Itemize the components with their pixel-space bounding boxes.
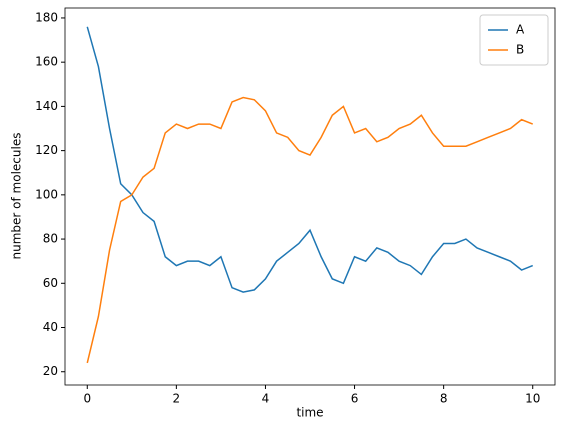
y-tick-label: 160 (35, 55, 58, 69)
plot-frame (64, 7, 556, 386)
x-axis-label: time (296, 406, 323, 420)
x-tick-label: 0 (83, 392, 91, 406)
legend-box (479, 14, 549, 66)
series-line (86, 96, 534, 364)
y-axis-label: number of molecules (10, 133, 24, 260)
series-line (86, 26, 534, 293)
y-tick-label: 40 (43, 320, 58, 334)
y-tick-label: 140 (35, 99, 58, 113)
y-tick-label: 100 (35, 187, 58, 201)
y-tick-label: 60 (43, 276, 58, 290)
y-tick-label: 180 (35, 10, 58, 24)
legend-label: A (516, 23, 525, 37)
legend-label: B (516, 43, 524, 57)
x-tick-label: 10 (525, 392, 540, 406)
x-tick-label: 8 (440, 392, 448, 406)
y-tick-label: 20 (43, 364, 58, 378)
y-tick-label: 120 (35, 143, 58, 157)
y-tick-label: 80 (43, 232, 58, 246)
x-tick-label: 2 (173, 392, 181, 406)
x-tick-label: 6 (351, 392, 359, 406)
x-tick-label: 4 (262, 392, 270, 406)
